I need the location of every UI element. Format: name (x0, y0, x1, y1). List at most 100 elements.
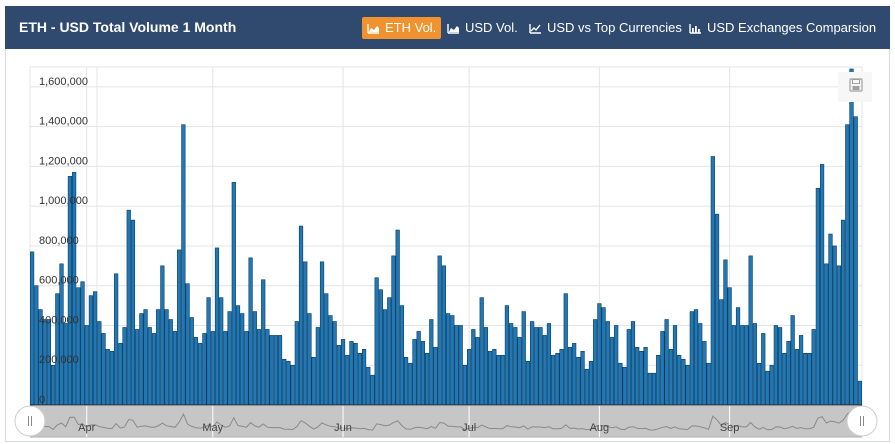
bar (311, 356, 316, 406)
bar (172, 331, 178, 406)
area-chart-icon (367, 24, 379, 34)
bar (681, 358, 686, 406)
bar (798, 335, 804, 406)
bar (177, 249, 182, 406)
bar (849, 68, 854, 406)
navigator-left-handle[interactable] (14, 405, 46, 437)
bar (563, 293, 568, 406)
bar (488, 351, 493, 406)
bar (336, 345, 341, 406)
bar (702, 341, 707, 406)
bar (546, 323, 552, 406)
bar (294, 321, 299, 406)
bar (467, 349, 472, 406)
navigator-right-handle[interactable] (846, 405, 878, 437)
bar (168, 319, 173, 406)
navigator-handle-knob[interactable] (846, 405, 878, 437)
bar (193, 337, 199, 406)
bar (597, 303, 602, 406)
bar (710, 156, 715, 406)
x-tick-label: Jul (462, 422, 476, 434)
bar (471, 329, 476, 406)
bar (357, 353, 362, 406)
y-tick-label: 1,200,000 (39, 155, 88, 167)
bar (34, 285, 39, 406)
bar (504, 305, 510, 406)
bar (626, 329, 631, 406)
bar (349, 341, 354, 406)
bar (769, 364, 774, 406)
bar (210, 331, 215, 406)
tab-usd-vs-top-currencies[interactable]: USD vs Top Currencies (525, 17, 686, 39)
bar (160, 265, 165, 406)
bar (706, 362, 711, 406)
bar (219, 297, 224, 406)
tab-usd-volume[interactable]: USD Vol. (443, 17, 522, 39)
bar (836, 265, 841, 406)
bar (462, 364, 468, 406)
bar (122, 327, 127, 406)
tab-usd-exchanges-comparsion[interactable]: USD Exchanges Comparsion (685, 17, 880, 39)
bar (387, 297, 392, 406)
navigator-handle-knob[interactable] (14, 405, 46, 437)
bar (572, 343, 577, 406)
bar (782, 353, 787, 406)
x-tick-label: Apr (78, 422, 95, 434)
x-tick-label: Aug (590, 422, 610, 434)
bar (559, 349, 564, 406)
x-tick-label: Sep (720, 422, 740, 434)
bar (298, 225, 304, 406)
bar (114, 273, 119, 406)
bar (689, 311, 694, 406)
bar (567, 347, 573, 406)
bar (143, 309, 148, 406)
bar (840, 219, 846, 406)
save-icon (849, 78, 863, 92)
bar (744, 325, 749, 406)
tab-eth-volume[interactable]: ETH Vol. (362, 17, 442, 39)
bar (303, 261, 308, 406)
bar (147, 327, 152, 406)
tab-label: USD Exchanges Comparsion (707, 20, 877, 35)
bar (420, 341, 425, 406)
bar (593, 319, 598, 406)
bar (668, 349, 673, 406)
bar (794, 349, 799, 406)
bar (475, 337, 480, 406)
bar (605, 321, 610, 406)
area-chart-icon (447, 24, 459, 34)
bar (441, 265, 447, 406)
export-button[interactable] (838, 72, 872, 102)
bar (80, 281, 85, 406)
bar (630, 321, 636, 406)
bar (492, 349, 497, 406)
bar (622, 366, 627, 406)
bar (811, 329, 816, 406)
bar (433, 347, 438, 406)
bar (618, 362, 623, 406)
bar (819, 164, 825, 406)
bar (719, 299, 724, 406)
bar (765, 370, 770, 406)
bar (584, 368, 589, 406)
bar (252, 311, 257, 406)
bar (609, 337, 615, 406)
bar (286, 360, 291, 406)
bar (828, 233, 833, 406)
bar (601, 307, 606, 406)
bar (857, 380, 862, 406)
bar (698, 323, 703, 406)
bar (374, 277, 379, 406)
y-tick-label: 1,400,000 (39, 116, 88, 128)
bar (521, 311, 526, 406)
bar (551, 354, 556, 406)
range-navigator[interactable] (14, 405, 878, 438)
bar (500, 354, 505, 406)
bar (853, 116, 858, 406)
bar (328, 315, 333, 406)
bar (761, 333, 766, 406)
tab-label: USD vs Top Currencies (547, 20, 682, 35)
bar (408, 362, 413, 406)
bar (832, 245, 837, 406)
